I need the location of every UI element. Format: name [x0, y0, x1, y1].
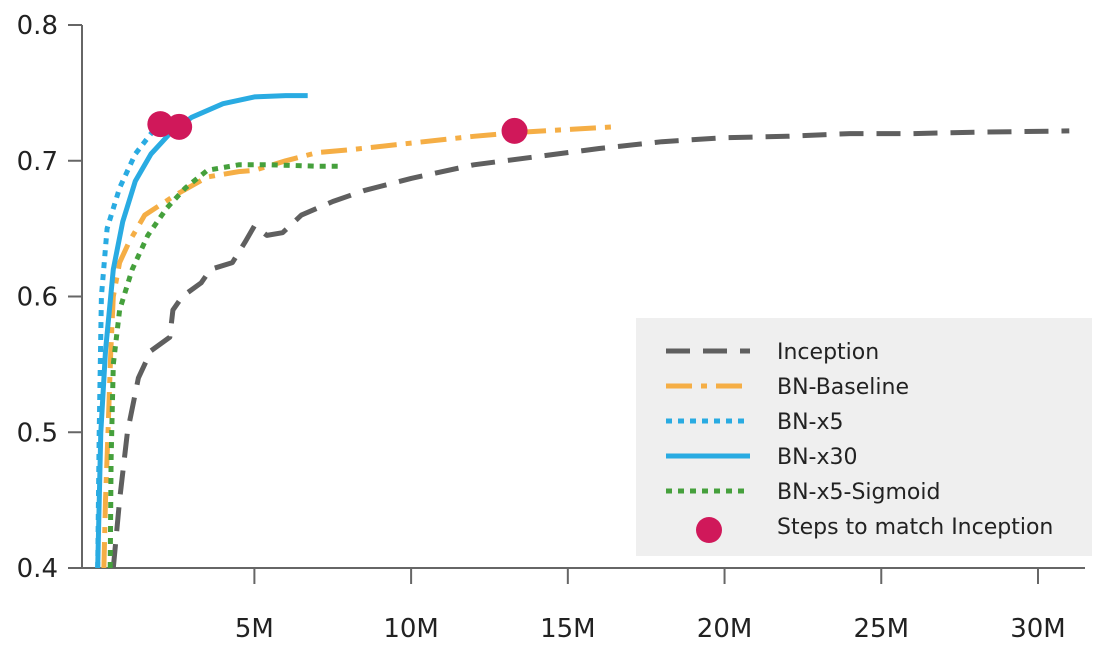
x-tick-label: 5M — [235, 614, 274, 644]
x-tick-label: 20M — [697, 614, 753, 644]
series-lines — [95, 93, 1070, 569]
legend-label-inception: Inception — [777, 340, 879, 365]
legend-label-bn-baseline: BN-Baseline — [777, 375, 909, 400]
legend-label-bn-x5-sigmoid: BN-x5-Sigmoid — [777, 480, 940, 505]
series-line-bn-x30 — [95, 93, 308, 569]
axes: 0.4 0.5 0.6 0.7 0.8 5M 10M 15M 20M 25M 30M — [17, 11, 1085, 644]
y-tick-label: 0.6 — [17, 283, 58, 313]
match-markers — [147, 111, 528, 144]
legend-swatch-steps-to-match-inception — [696, 517, 722, 543]
match-marker — [501, 117, 528, 144]
match-marker — [166, 113, 193, 140]
series-line-inception — [110, 128, 1070, 569]
series-line-bn-x5 — [95, 121, 163, 569]
legend-label-bn-x30: BN-x30 — [777, 445, 858, 470]
x-tick-label: 10M — [383, 614, 439, 644]
x-tick-label: 25M — [854, 614, 910, 644]
legend-label-steps-to-match-inception: Steps to match Inception — [777, 515, 1053, 540]
y-tick-label: 0.7 — [17, 147, 58, 177]
y-tick-label: 0.8 — [17, 11, 58, 41]
y-ticks: 0.4 0.5 0.6 0.7 0.8 — [17, 11, 82, 584]
series-line-bn-baseline — [101, 124, 615, 569]
legend: Inception BN-Baseline BN-x5 BN-x30 BN-x5-Sig… — [636, 318, 1092, 556]
x-tick-label: 15M — [540, 614, 596, 644]
y-tick-label: 0.4 — [17, 554, 58, 584]
legend-items: Inception BN-Baseline BN-x5 BN-x30 BN-x5-Sig… — [666, 340, 1053, 543]
y-tick-label: 0.5 — [17, 418, 58, 448]
x-tick-label: 30M — [1010, 614, 1066, 644]
legend-box — [636, 318, 1092, 556]
x-ticks: 5M 10M 15M 20M 25M 30M — [235, 568, 1066, 644]
legend-label-bn-x5: BN-x5 — [777, 410, 844, 435]
